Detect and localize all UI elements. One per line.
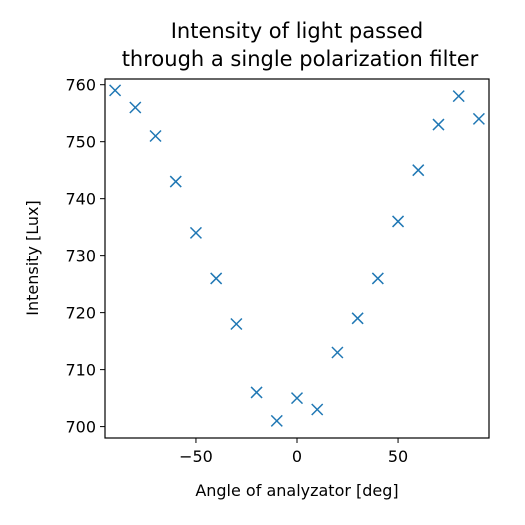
data-point [351, 312, 364, 325]
y-tick-label: 710 [65, 361, 96, 380]
data-point [250, 386, 263, 399]
plot-frame [104, 78, 490, 439]
data-point [149, 129, 162, 143]
data-point [189, 226, 202, 239]
y-axis: 700 710 720 730 740 750 760 [65, 76, 105, 437]
y-tick-label: 730 [65, 247, 96, 266]
chart-title-line-1: Intensity of light passed [171, 19, 424, 43]
data-point [311, 403, 324, 416]
data-point [169, 175, 182, 188]
data-point [270, 414, 283, 427]
y-tick-label: 740 [65, 190, 96, 209]
chart-title-line-2: through a single polarization filter [122, 47, 479, 71]
data-point [109, 84, 122, 97]
y-tick-label: 720 [65, 304, 96, 323]
data-point [452, 90, 465, 103]
data-point [472, 112, 485, 125]
y-axis-label: Intensity [Lux] [23, 200, 42, 315]
y-tick-label: 700 [65, 418, 96, 437]
data-point [392, 215, 405, 228]
data-point [290, 392, 304, 405]
data-point [432, 118, 445, 131]
x-tick-label: 0 [292, 447, 302, 466]
data-point [230, 318, 243, 331]
y-tick-label: 760 [65, 76, 96, 95]
x-tick-label: 50 [388, 447, 408, 466]
x-axis-label: Angle of analyzator [deg] [195, 481, 398, 500]
x-tick-label: −50 [179, 447, 213, 466]
x-axis: −50 0 50 [179, 438, 408, 466]
data-point [210, 272, 223, 285]
y-tick-label: 750 [65, 133, 96, 152]
data-point [129, 101, 142, 114]
data-points [109, 84, 485, 427]
data-point [331, 346, 344, 359]
data-point [371, 272, 384, 285]
data-point [412, 164, 425, 177]
